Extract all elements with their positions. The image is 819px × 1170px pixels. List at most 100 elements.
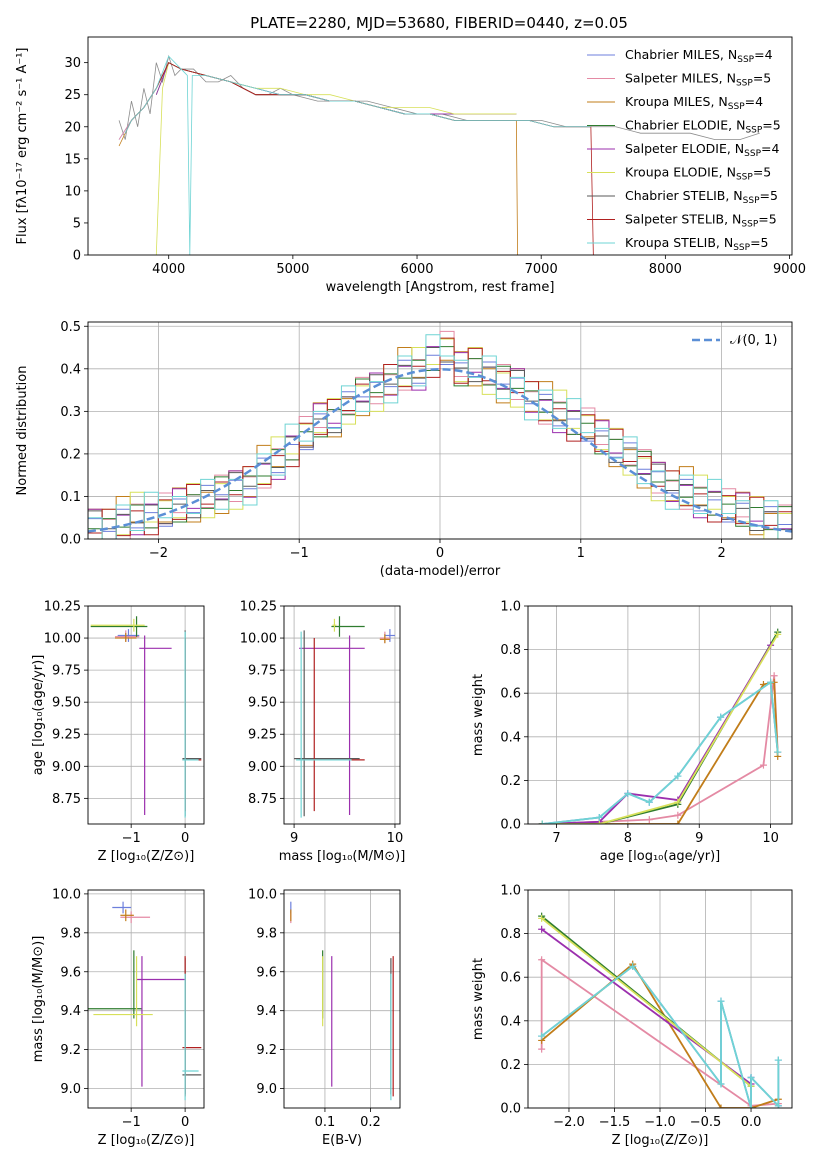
y-tick-label: 0.0 — [500, 818, 521, 833]
y-tick-label: 0 — [73, 249, 81, 264]
panel-mass_vs_ebv: 0.1 0.2 9.0 9.2 9.4 9.6 9.8 10.0 E(B-V) — [248, 887, 401, 1148]
series-line — [118, 62, 519, 255]
x-tick-label: −1 — [122, 1115, 141, 1130]
plot-area — [88, 330, 792, 539]
x-tick-label: −1.0 — [644, 1115, 676, 1130]
y-tick-label: 0.0 — [500, 1102, 521, 1117]
x-tick-label: 9000 — [773, 262, 806, 277]
panel-age_vs_mass: 9 10 8.75 9.00 9.25 9.50 9.75 10.00 10.25 mass [l… — [240, 600, 405, 865]
plot-area — [538, 912, 782, 1108]
y-tick-label: 0.6 — [500, 971, 521, 986]
legend-label-tail: =5 — [760, 188, 778, 203]
data-point — [717, 1104, 725, 1108]
data-point — [538, 820, 546, 824]
panel-age_vs_Z: −1 0 8.75 9.00 9.25 9.50 9.75 10.00 10.25 Z [log₁… — [31, 600, 205, 864]
data-point — [774, 630, 782, 638]
axes-frame — [283, 605, 401, 825]
y-tick-label: 0.2 — [500, 1058, 521, 1073]
series-line — [155, 62, 517, 255]
panel-residuals: −2 −1 0 1 2 0.0 0.1 0.2 0.3 0.4 0.5 (data-model)/er… — [15, 320, 793, 579]
x-tick-label: −1.5 — [599, 1115, 631, 1130]
legend-label-main: Kroupa STELIB, N — [625, 235, 733, 250]
y-tick-label: 9.8 — [60, 926, 81, 941]
legend-label-tail: =5 — [758, 212, 776, 227]
y-tick-label: 9.2 — [60, 1043, 81, 1058]
x-axis-label: Z [log₁₀(Z/Z⊙)] — [612, 1133, 709, 1148]
y-tick-label: 0.4 — [500, 730, 521, 745]
data-point — [645, 798, 653, 806]
legend-label-main: Salpeter MILES, N — [625, 71, 736, 86]
x-axis-label: Z [log₁₀(Z/Z⊙)] — [98, 849, 195, 864]
y-tick-label: 0.4 — [60, 362, 81, 377]
data-point — [629, 962, 637, 970]
x-tick-label: −1 — [290, 546, 309, 561]
panel-mass_vs_Z: −1 0 9.0 9.2 9.4 9.6 9.8 10.0 Z [log₁₀(Z/Z⊙)] mas… — [31, 887, 205, 1148]
y-tick-label: 0.5 — [60, 320, 81, 335]
data-point — [538, 914, 546, 922]
x-tick-label: 5000 — [276, 262, 309, 277]
series-line — [155, 62, 517, 115]
y-axis-label: mass weight — [471, 958, 486, 1040]
y-tick-label: 0.8 — [500, 643, 521, 658]
y-tick-label: 0.1 — [60, 490, 81, 505]
legend-label: Chabrier ELODIE, NSSP=5 — [625, 118, 781, 136]
axes-frame — [283, 889, 401, 1109]
legend-label: Salpeter STELIB, NSSP=5 — [625, 212, 777, 230]
legend-label-main: Chabrier MILES, N — [625, 47, 737, 62]
y-tick-label: 9.4 — [60, 1004, 81, 1019]
legend-label: Kroupa ELODIE, NSSP=5 — [625, 165, 771, 183]
x-axis-label: E(B-V) — [322, 1133, 362, 1148]
series-line — [124, 55, 591, 255]
data-point — [538, 925, 546, 933]
histogram-series — [88, 334, 792, 539]
series-line — [155, 62, 517, 115]
normal-reference-curve — [88, 368, 792, 533]
y-tick-label: 9.8 — [256, 926, 277, 941]
plot-area — [118, 54, 760, 255]
axes-frame — [87, 36, 793, 256]
data-point — [767, 678, 775, 686]
y-tick-label: 15 — [64, 152, 81, 167]
data-point — [674, 798, 682, 806]
legend-label: 𝒩(0, 1) — [730, 333, 777, 348]
data-point — [717, 1080, 725, 1088]
x-tick-label: 4000 — [152, 262, 185, 277]
legend-label: Salpeter ELODIE, NSSP=4 — [625, 141, 780, 159]
legend-label-sub: SSP — [737, 55, 754, 65]
y-tick-label: 10.0 — [52, 887, 81, 902]
legend-label-tail: =5 — [762, 118, 780, 133]
data-point — [538, 1045, 546, 1053]
axes-frame — [87, 605, 205, 825]
axes-frame — [527, 605, 793, 825]
legend-label: Chabrier STELIB, NSSP=5 — [625, 188, 778, 206]
plot-area — [290, 901, 394, 1101]
y-tick-label: 9.00 — [52, 760, 81, 775]
y-tick-label: 9.75 — [248, 664, 277, 679]
x-tick-label: 2 — [717, 546, 725, 561]
y-tick-label: 9.2 — [256, 1043, 277, 1058]
y-tick-label: 10 — [64, 184, 81, 199]
legend-label: Kroupa MILES, NSSP=4 — [625, 94, 763, 112]
legend-label-tail: =5 — [750, 235, 768, 250]
legend-label-main: Kroupa MILES, N — [625, 94, 728, 109]
y-tick-label: 10.00 — [44, 632, 81, 647]
y-tick-label: 9.00 — [248, 760, 277, 775]
x-tick-label: 1 — [577, 546, 585, 561]
legend-label-sub: SSP — [733, 243, 750, 253]
series-line — [542, 681, 779, 824]
plot-area — [538, 628, 782, 824]
legend-label-sub: SSP — [736, 79, 753, 89]
y-tick-label: 10.00 — [240, 632, 277, 647]
y-tick-label: 0.6 — [500, 687, 521, 702]
legend-label-main: Salpeter STELIB, N — [625, 212, 741, 227]
y-tick-label: 30 — [64, 56, 81, 71]
legend-label-main: Chabrier STELIB, N — [625, 188, 743, 203]
y-tick-label: 9.50 — [52, 696, 81, 711]
y-tick-label: 1.0 — [500, 884, 521, 899]
x-tick-label: 7 — [552, 831, 560, 846]
x-axis-label: Z [log₁₀(Z/Z⊙)] — [98, 1133, 195, 1148]
x-tick-label: 0.0 — [741, 1115, 762, 1130]
y-tick-label: 0.3 — [60, 405, 81, 420]
y-axis-label: mass [log₁₀(M/M⊙)] — [31, 936, 46, 1063]
data-point — [538, 956, 546, 964]
